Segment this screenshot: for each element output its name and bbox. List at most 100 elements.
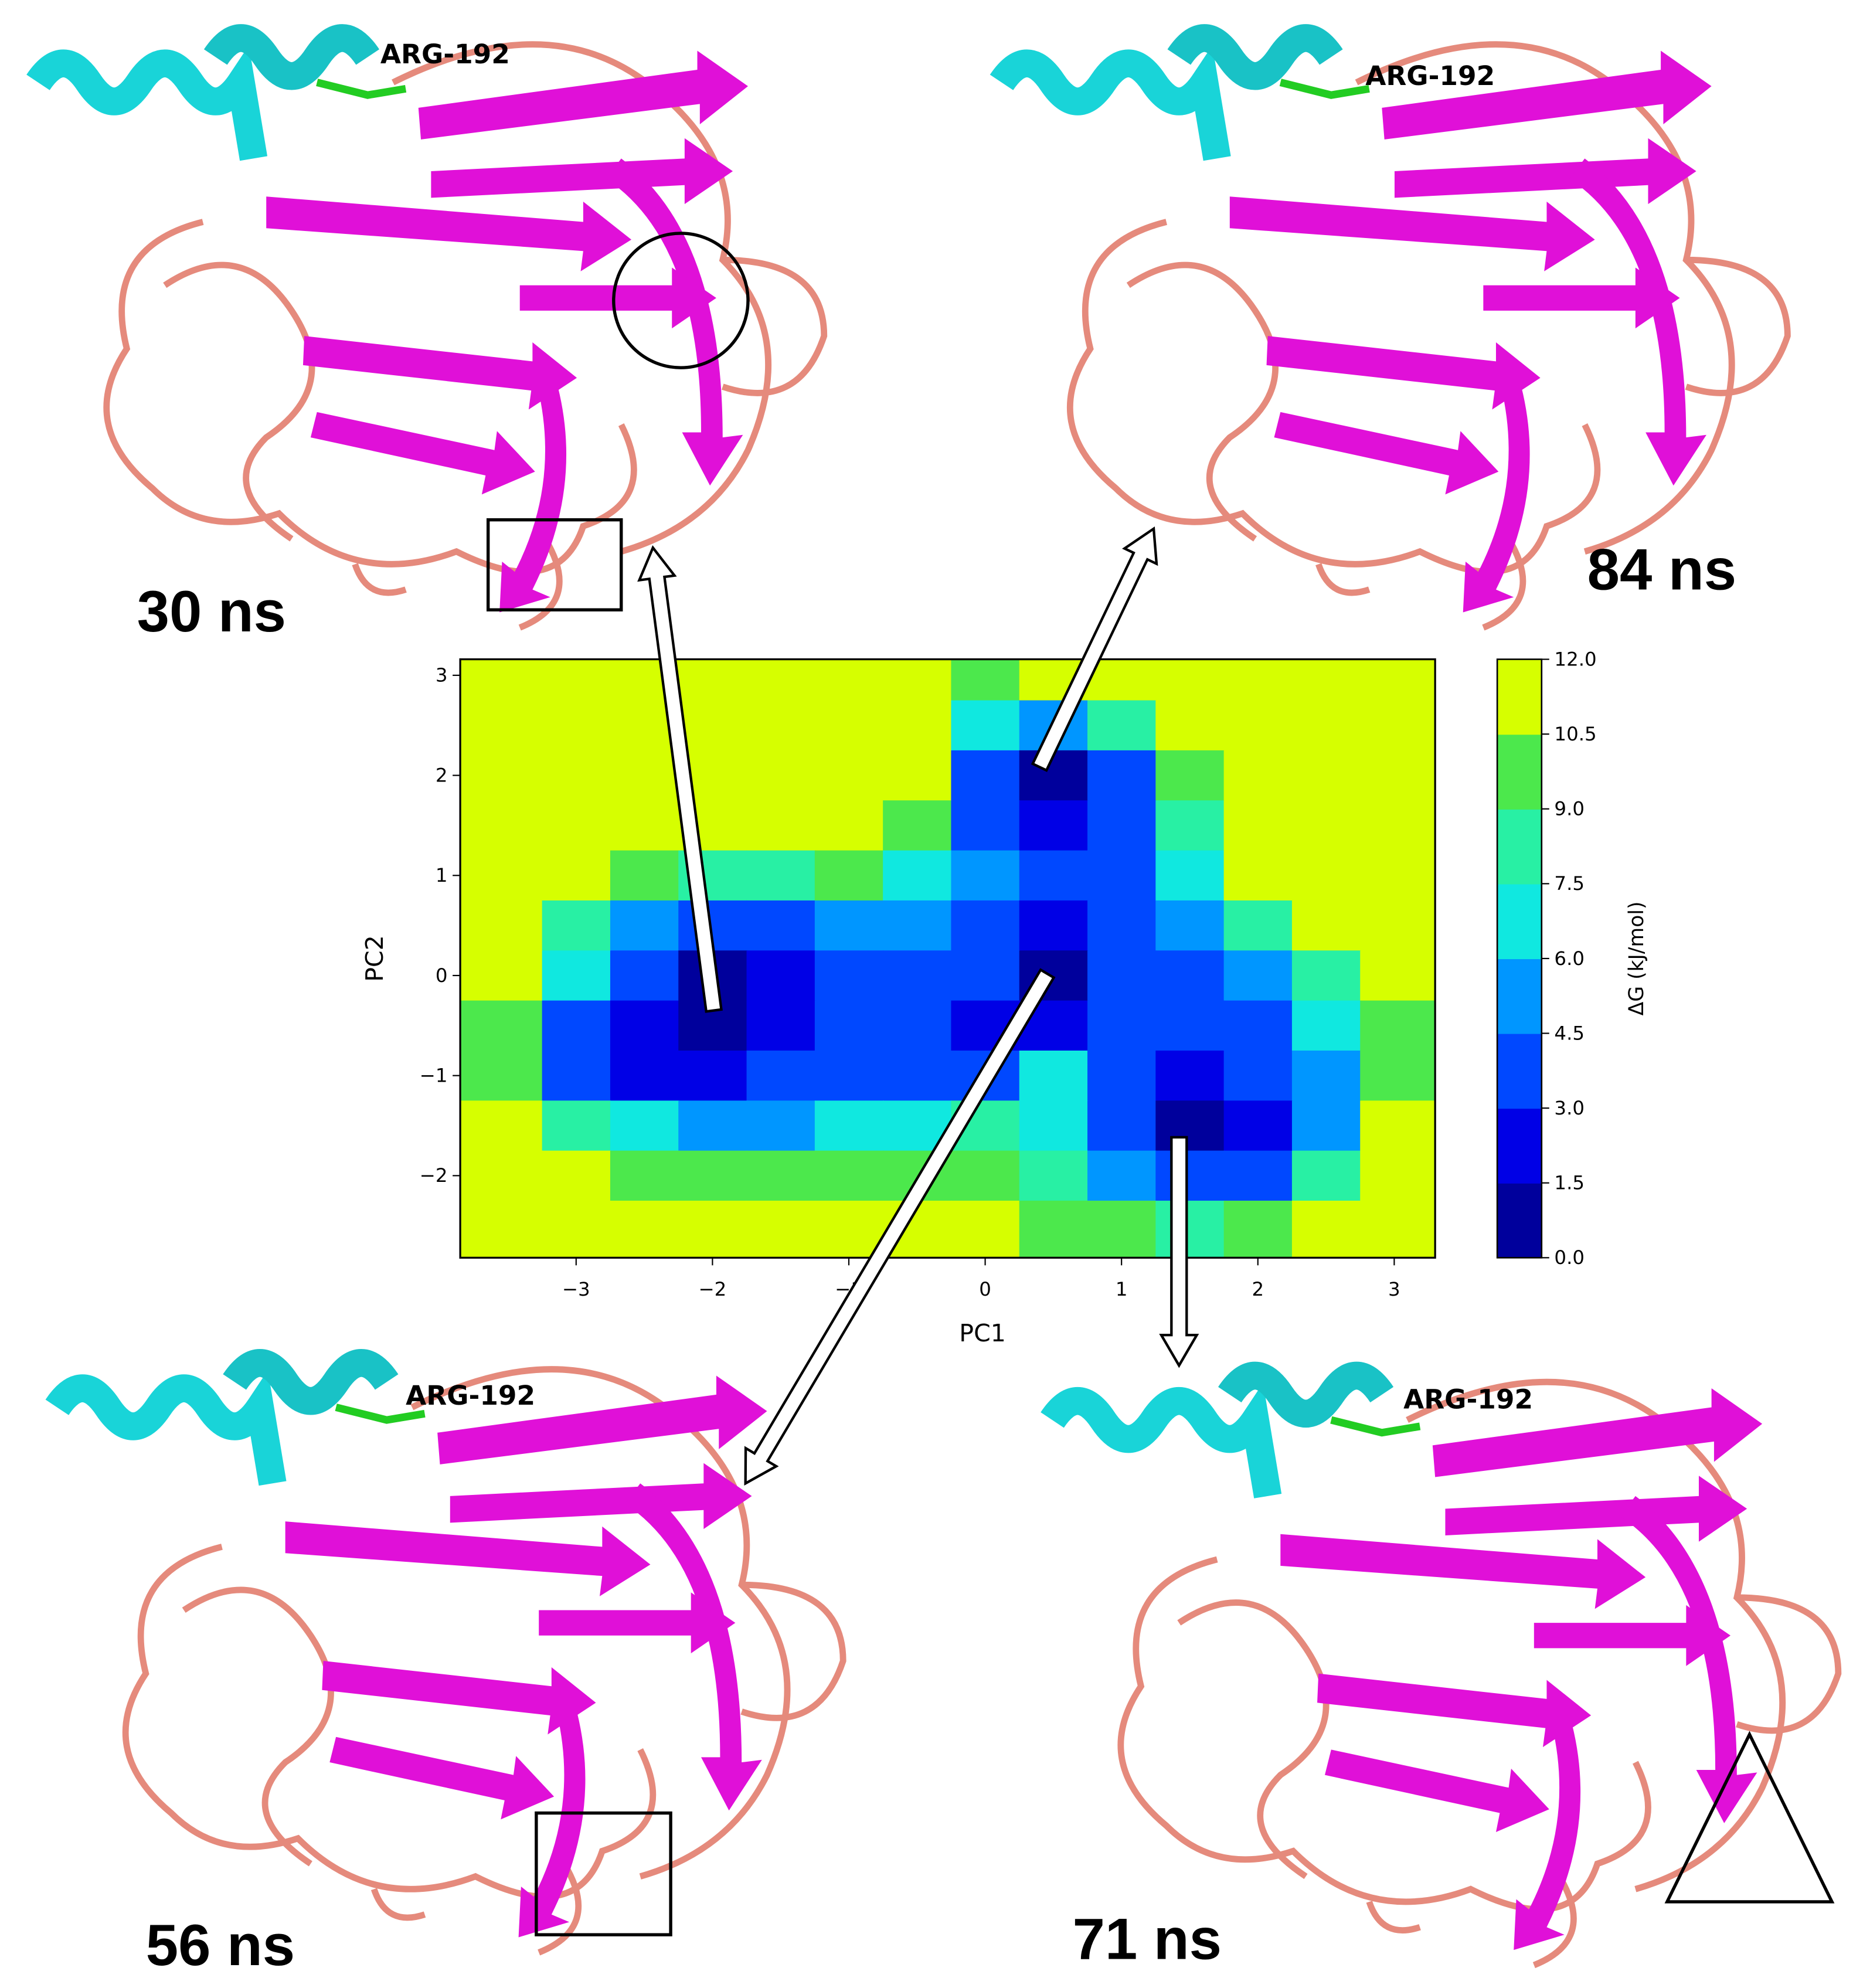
contour-cell: [542, 1050, 611, 1102]
contour-cell: [1019, 1050, 1089, 1102]
contour-cell: [1087, 1100, 1157, 1151]
contour-cell: [814, 1201, 884, 1258]
contour-cell: [542, 1000, 611, 1052]
colorbar-segment: [1497, 1182, 1542, 1259]
contour-cell: [678, 659, 747, 701]
contour-cell: [883, 750, 952, 801]
contour-cell: [610, 950, 679, 1001]
contour-cell: [951, 850, 1021, 902]
highlight-circle: [612, 232, 750, 369]
contour-cell: [1019, 1150, 1089, 1202]
arrow: [744, 968, 1056, 1486]
contour-cell: [951, 750, 1021, 801]
contour-cell: [883, 1050, 952, 1102]
colorbar-tick-label: 10.5: [1554, 723, 1596, 745]
contour-cell: [746, 1100, 816, 1151]
contour-cell: [1155, 750, 1225, 801]
contour-cell: [1223, 659, 1293, 701]
arrow: [1159, 1136, 1199, 1368]
contour-cell: [883, 1000, 952, 1052]
contour-cell: [460, 950, 543, 1001]
plot-frame: [459, 658, 1436, 1259]
contour-cell: [814, 1100, 884, 1151]
contour-cell: [610, 1100, 679, 1151]
contour-cell: [883, 659, 952, 701]
contour-cell: [1360, 659, 1436, 701]
arrow: [1031, 526, 1158, 772]
time-label: 30 ns: [137, 579, 286, 644]
contour-cell: [1155, 700, 1225, 752]
contour-cell: [1223, 700, 1293, 752]
y-tick-label: 1: [436, 864, 448, 886]
contour-cell: [542, 659, 611, 701]
contour-cell: [1223, 750, 1293, 801]
contour-cell: [746, 950, 816, 1001]
contour-cell: [1155, 950, 1225, 1001]
contour-cell: [1087, 1150, 1157, 1202]
contour-cell: [610, 1201, 679, 1258]
y-tick-label: −2: [420, 1164, 448, 1187]
colorbar-segment: [1497, 958, 1542, 1034]
protein-structure: [38, 38, 824, 628]
residue-label: ARG-192: [380, 39, 510, 70]
y-axis-label: PC2: [361, 935, 389, 982]
contour-cell: [951, 1150, 1021, 1202]
contour-cell: [814, 900, 884, 951]
y-tick-label: 0: [436, 964, 448, 987]
contour-cell: [1291, 950, 1361, 1001]
contour-cell: [1155, 1150, 1225, 1202]
contour-cell: [1019, 1100, 1089, 1151]
colorbar-tick-label: 4.5: [1554, 1022, 1585, 1044]
contour-cell: [460, 700, 543, 752]
contour-cell: [678, 1150, 747, 1202]
contour-cell: [1087, 900, 1157, 951]
plot: −3 −2 −1 0 1 2 3−2−101230.01.53.04.56.07.59.01…: [420, 648, 1597, 1300]
contour-cell: [1155, 1000, 1225, 1052]
contour-cell: [460, 850, 543, 902]
contour-cell: [1360, 1000, 1436, 1052]
contour-cell: [460, 1201, 543, 1258]
protein-structure: [57, 1363, 843, 1953]
contour-cell: [1087, 1201, 1157, 1258]
contour-cell: [951, 950, 1021, 1001]
x-axis-label: PC1: [959, 1319, 1006, 1347]
arrow: [637, 545, 723, 1013]
contour-cell: [1087, 850, 1157, 902]
contour-cell: [1155, 1201, 1225, 1258]
contour-cell: [1155, 850, 1225, 902]
contour-cell: [1360, 1050, 1436, 1102]
contour-cell: [1155, 659, 1225, 701]
contour-cell: [1360, 800, 1436, 851]
contour-cell: [1223, 950, 1293, 1001]
contour-cell: [1223, 1050, 1293, 1102]
contour-cell: [883, 700, 952, 752]
x-tick-label: −2: [699, 1278, 727, 1300]
contour-cell: [1019, 800, 1089, 851]
contour-cell: [746, 800, 816, 851]
contour-cell: [814, 1000, 884, 1052]
colorbar-tick-label: 7.5: [1554, 872, 1585, 895]
contour-cell: [542, 900, 611, 951]
contour-cell: [610, 800, 679, 851]
contour-cell: [678, 700, 747, 752]
contour-cell: [951, 900, 1021, 951]
contour-cell: [1360, 700, 1436, 752]
contour-cell: [460, 1000, 543, 1052]
contour-cell: [1019, 750, 1089, 801]
contour-cell: [542, 700, 611, 752]
contour-cell: [1087, 750, 1157, 801]
contour-cell: [746, 700, 816, 752]
contour-cell: [814, 659, 884, 701]
contour-cell: [814, 750, 884, 801]
contour-cell: [1087, 950, 1157, 1001]
contour-cell: [542, 750, 611, 801]
contour-cell: [1087, 800, 1157, 851]
contour-cell: [460, 750, 543, 801]
colorbar-tick-label: 9.0: [1554, 798, 1585, 820]
contour-cell: [1291, 1150, 1361, 1202]
contour-cell: [1087, 659, 1157, 701]
contour-cell: [814, 1150, 884, 1202]
time-label: 84 ns: [1587, 538, 1736, 603]
y-tick-label: −1: [420, 1064, 448, 1086]
